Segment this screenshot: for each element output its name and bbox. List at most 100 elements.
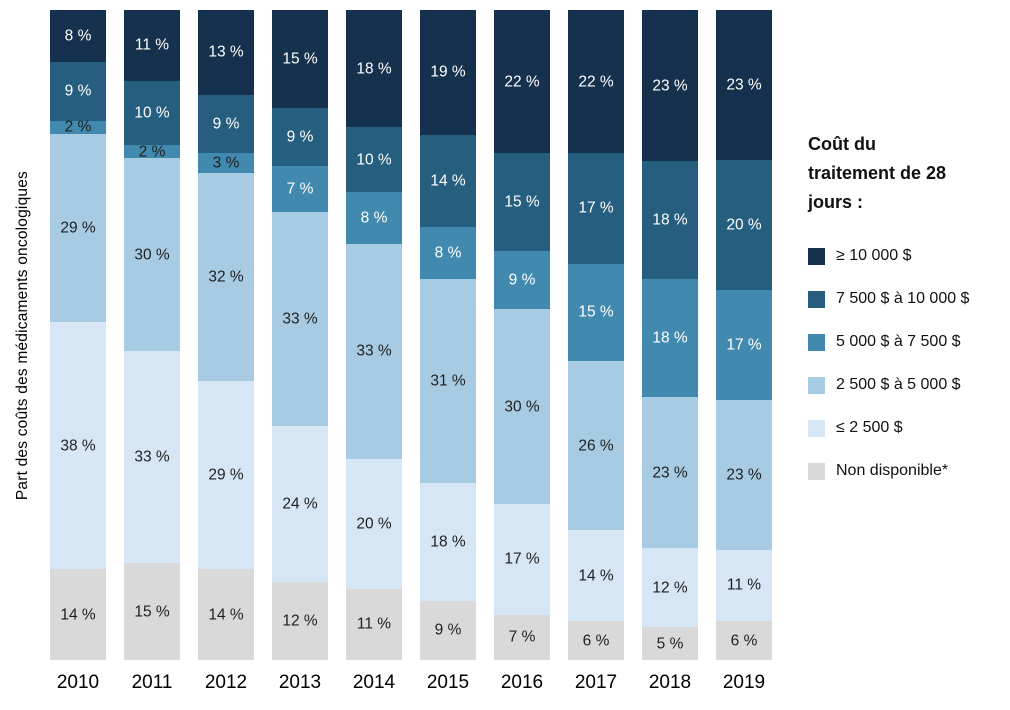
bar-segment-label: 8 % bbox=[64, 27, 92, 45]
bar-segment: 29 % bbox=[198, 380, 254, 569]
bar-segment-label: 19 % bbox=[430, 63, 466, 81]
plot-area: 8 % 9 % 2 % 29 % 38 % 14 % 2010 11 % 10 % 2 % 30 %… bbox=[46, 0, 772, 710]
bar-segment: 14 % bbox=[568, 530, 624, 621]
bar-segment: 38 % bbox=[50, 322, 106, 569]
bar-segment: 31 % bbox=[420, 279, 476, 483]
bar-segment: 13 % bbox=[198, 10, 254, 95]
x-axis-label: 2018 bbox=[648, 672, 692, 693]
bar-segment-label: 20 % bbox=[726, 215, 762, 233]
bar-segment-label: 15 % bbox=[578, 303, 614, 321]
stacked-bar-2013: 15 % 9 % 7 % 33 % 24 % 12 % bbox=[272, 10, 328, 660]
legend-swatch bbox=[808, 462, 825, 480]
bars-area: 8 % 9 % 2 % 29 % 38 % 14 % 2010 11 % 10 % 2 % 30 %… bbox=[50, 10, 772, 694]
bar-segment-label: 22 % bbox=[578, 72, 614, 90]
legend-swatch bbox=[808, 290, 825, 308]
bar-segment: 14 % bbox=[420, 134, 476, 227]
bar-segment: 22 % bbox=[568, 10, 624, 153]
bar-segment-label: 11 % bbox=[134, 36, 170, 54]
stacked-bar-2016: 22 % 15 % 9 % 30 % 17 % 7 % bbox=[494, 10, 550, 660]
bar-segment: 8 % bbox=[346, 192, 402, 244]
stacked-bar-2019: 23 % 20 % 17 % 23 % 11 % 6 % bbox=[716, 10, 772, 660]
bar-segment: 20 % bbox=[346, 458, 402, 589]
bar-segment: 32 % bbox=[198, 172, 254, 381]
bar-column-2013: 15 % 9 % 7 % 33 % 24 % 12 % 2013 bbox=[272, 10, 328, 694]
bar-segment-label: 9 % bbox=[508, 271, 536, 288]
legend-item: 5 000 $ à 7 500 $ bbox=[808, 333, 1010, 351]
bar-column-2012: 13 % 9 % 3 % 32 % 29 % 14 % 2012 bbox=[198, 10, 254, 694]
y-axis-label: Part des coûts des médicaments oncologiq… bbox=[14, 171, 31, 501]
bar-segment: 18 % bbox=[420, 482, 476, 601]
bar-segment: 24 % bbox=[272, 426, 328, 582]
bar-segment-label: 13 % bbox=[208, 43, 244, 61]
stacked-bar-2010: 8 % 9 % 2 % 29 % 38 % 14 % bbox=[50, 10, 106, 660]
bar-segment-label: 23 % bbox=[726, 76, 762, 93]
legend-item: ≥ 10 000 $ bbox=[808, 247, 1010, 265]
legend-label: 7 500 $ à 10 000 $ bbox=[836, 290, 970, 307]
bar-segment: 7 % bbox=[494, 614, 550, 660]
bar-segment-label: 15 % bbox=[282, 50, 318, 67]
bar-segment-label: 15 % bbox=[134, 602, 170, 620]
bar-segment-label: 9 % bbox=[434, 621, 462, 639]
bar-column-2018: 23 % 18 % 18 % 23 % 12 % 5 % 2018 bbox=[642, 10, 698, 694]
x-axis-label: 2019 bbox=[722, 672, 766, 693]
legend-swatch bbox=[808, 376, 825, 394]
bar-segment: 8 % bbox=[420, 226, 476, 280]
bar-segment-label: 30 % bbox=[134, 245, 170, 263]
bar-segment: 30 % bbox=[124, 158, 180, 352]
bar-segment: 7 % bbox=[272, 166, 328, 212]
bar-segment: 18 % bbox=[642, 161, 698, 280]
bar-column-2019: 23 % 20 % 17 % 23 % 11 % 6 % 2019 bbox=[716, 10, 772, 694]
bar-segment: 30 % bbox=[494, 309, 550, 504]
bar-segment: 9 % bbox=[50, 62, 106, 121]
legend: Coût du traitement de 28 jours : ≥ 10 00… bbox=[772, 0, 1010, 710]
legend-items: ≥ 10 000 $ 7 500 $ à 10 000 $ 5 000 $ à 7 … bbox=[808, 247, 1010, 480]
bar-segment: 33 % bbox=[272, 211, 328, 426]
bar-segment: 14 % bbox=[50, 569, 106, 660]
bar-segment: 9 % bbox=[198, 94, 254, 153]
bar-segment: 2 % bbox=[124, 144, 180, 159]
bar-column-2011: 11 % 10 % 2 % 30 % 33 % 15 % 2011 bbox=[124, 10, 180, 694]
bar-segment-label: 18 % bbox=[652, 211, 688, 229]
bar-segment: 23 % bbox=[642, 10, 698, 162]
bar-segment-label: 23 % bbox=[726, 466, 762, 483]
bar-segment-label: 9 % bbox=[212, 115, 240, 132]
bar-segment-label: 10 % bbox=[134, 104, 170, 122]
bar-segment-label: 38 % bbox=[60, 436, 96, 454]
bar-segment: 10 % bbox=[346, 127, 402, 192]
stacked-bar-2014: 18 % 10 % 8 % 33 % 20 % 11 % bbox=[346, 10, 402, 660]
bar-column-2017: 22 % 17 % 15 % 26 % 14 % 6 % 2017 bbox=[568, 10, 624, 694]
bar-segment-label: 12 % bbox=[652, 579, 688, 597]
bar-segment-label: 32 % bbox=[208, 267, 244, 285]
bar-segment-label: 20 % bbox=[356, 514, 392, 532]
bar-segment: 9 % bbox=[272, 107, 328, 166]
bar-segment-label: 15 % bbox=[504, 193, 540, 210]
bar-segment-label: 3 % bbox=[212, 154, 240, 171]
bar-segment-label: 14 % bbox=[430, 171, 466, 189]
stacked-bar-2012: 13 % 9 % 3 % 32 % 29 % 14 % bbox=[198, 10, 254, 660]
bar-segment-label: 17 % bbox=[726, 336, 762, 353]
bar-segment: 17 % bbox=[494, 504, 550, 615]
bar-segment-label: 17 % bbox=[504, 550, 540, 568]
bar-segment-label: 2 % bbox=[64, 118, 92, 136]
bar-segment-label: 7 % bbox=[508, 628, 536, 646]
bar-column-2015: 19 % 14 % 8 % 31 % 18 % 9 % 2015 bbox=[420, 10, 476, 694]
bar-segment-label: 18 % bbox=[430, 533, 466, 551]
legend-title: Coût du traitement de 28 jours : bbox=[808, 134, 947, 212]
bar-segment-label: 30 % bbox=[504, 397, 540, 415]
bar-column-2016: 22 % 15 % 9 % 30 % 17 % 7 % 2016 bbox=[494, 10, 550, 694]
bar-segment: 14 % bbox=[198, 569, 254, 660]
legend-item: ≤ 2 500 $ bbox=[808, 419, 1010, 437]
y-axis: Part des coûts des médicaments oncologiq… bbox=[0, 0, 46, 672]
bar-segment-label: 18 % bbox=[652, 329, 688, 347]
x-axis-label: 2017 bbox=[574, 672, 618, 693]
bar-segment-label: 7 % bbox=[286, 180, 314, 197]
bar-segment-label: 23 % bbox=[652, 464, 688, 482]
bar-segment: 17 % bbox=[568, 153, 624, 264]
bar-segment: 23 % bbox=[642, 397, 698, 549]
bar-segment: 18 % bbox=[346, 10, 402, 127]
bar-segment-label: 8 % bbox=[434, 244, 462, 262]
bar-segment: 11 % bbox=[346, 588, 402, 660]
bar-segment-label: 24 % bbox=[282, 495, 318, 513]
bar-segment: 29 % bbox=[50, 133, 106, 322]
x-axis-label: 2012 bbox=[204, 672, 248, 693]
